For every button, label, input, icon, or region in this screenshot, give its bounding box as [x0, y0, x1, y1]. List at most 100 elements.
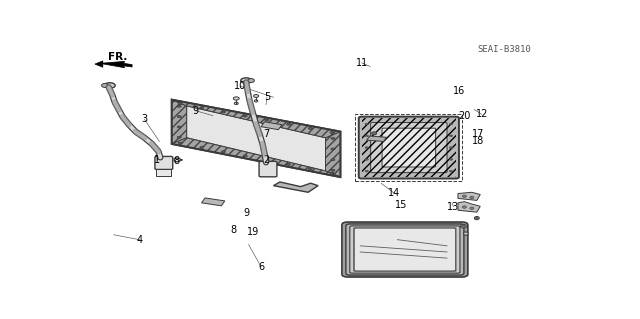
- Text: 12: 12: [476, 109, 488, 119]
- Ellipse shape: [476, 217, 478, 219]
- Ellipse shape: [365, 123, 369, 125]
- Ellipse shape: [265, 119, 269, 121]
- Text: 14: 14: [388, 188, 400, 198]
- Text: 3: 3: [141, 114, 148, 124]
- Ellipse shape: [254, 100, 258, 102]
- Ellipse shape: [449, 123, 452, 125]
- Polygon shape: [100, 61, 132, 68]
- Polygon shape: [202, 198, 225, 206]
- Text: 4: 4: [136, 235, 143, 245]
- FancyBboxPatch shape: [359, 117, 459, 179]
- Text: 7: 7: [263, 129, 269, 139]
- FancyBboxPatch shape: [259, 161, 277, 177]
- Ellipse shape: [331, 169, 335, 171]
- FancyBboxPatch shape: [350, 226, 460, 273]
- Ellipse shape: [365, 159, 369, 160]
- Text: 9: 9: [193, 106, 198, 116]
- Ellipse shape: [470, 196, 474, 199]
- Ellipse shape: [234, 102, 238, 105]
- Text: 20: 20: [459, 111, 471, 121]
- Polygon shape: [187, 106, 326, 171]
- Text: 9: 9: [243, 208, 249, 218]
- Ellipse shape: [463, 232, 468, 235]
- Text: 1: 1: [154, 155, 160, 165]
- Ellipse shape: [330, 131, 334, 133]
- Ellipse shape: [308, 127, 312, 130]
- Ellipse shape: [243, 115, 247, 117]
- Ellipse shape: [248, 78, 254, 83]
- Ellipse shape: [177, 116, 181, 118]
- Ellipse shape: [373, 133, 376, 134]
- Ellipse shape: [178, 142, 182, 144]
- Ellipse shape: [331, 148, 335, 150]
- Ellipse shape: [178, 103, 182, 105]
- Ellipse shape: [449, 135, 452, 137]
- Text: 8: 8: [173, 156, 180, 166]
- Ellipse shape: [372, 132, 376, 135]
- Polygon shape: [458, 192, 480, 200]
- Text: 17: 17: [472, 129, 484, 139]
- Ellipse shape: [233, 97, 239, 100]
- Text: 16: 16: [453, 86, 465, 96]
- Ellipse shape: [104, 83, 115, 88]
- FancyBboxPatch shape: [346, 224, 464, 275]
- FancyBboxPatch shape: [354, 228, 456, 271]
- Text: 11: 11: [356, 58, 368, 68]
- Ellipse shape: [221, 151, 225, 152]
- Text: 15: 15: [396, 200, 408, 210]
- Polygon shape: [95, 61, 103, 67]
- Ellipse shape: [474, 217, 479, 220]
- Ellipse shape: [287, 123, 291, 125]
- Ellipse shape: [200, 107, 204, 109]
- Ellipse shape: [463, 195, 467, 197]
- Polygon shape: [367, 136, 387, 141]
- Ellipse shape: [331, 137, 335, 139]
- Ellipse shape: [331, 159, 335, 161]
- Text: 8: 8: [230, 225, 237, 235]
- Ellipse shape: [330, 172, 334, 174]
- Polygon shape: [172, 100, 187, 144]
- Ellipse shape: [287, 163, 291, 166]
- Ellipse shape: [253, 94, 259, 98]
- Polygon shape: [458, 202, 480, 212]
- Polygon shape: [326, 132, 340, 177]
- Ellipse shape: [243, 155, 247, 157]
- Ellipse shape: [461, 225, 465, 227]
- Ellipse shape: [365, 147, 369, 148]
- Ellipse shape: [449, 147, 452, 148]
- Text: 10: 10: [234, 81, 246, 91]
- Text: SEAI-B3810: SEAI-B3810: [477, 45, 531, 54]
- Ellipse shape: [365, 135, 369, 137]
- Ellipse shape: [177, 105, 181, 107]
- Text: FR.: FR.: [108, 52, 127, 62]
- Ellipse shape: [470, 207, 474, 210]
- Text: 5: 5: [264, 92, 270, 102]
- Ellipse shape: [241, 78, 252, 83]
- Ellipse shape: [463, 206, 467, 208]
- Polygon shape: [172, 138, 340, 177]
- Polygon shape: [156, 169, 171, 176]
- Polygon shape: [273, 182, 318, 192]
- FancyBboxPatch shape: [355, 228, 456, 271]
- Ellipse shape: [200, 146, 204, 148]
- Text: 19: 19: [247, 227, 259, 237]
- Ellipse shape: [449, 170, 452, 172]
- Ellipse shape: [365, 170, 369, 172]
- FancyBboxPatch shape: [342, 222, 468, 277]
- Ellipse shape: [177, 126, 181, 128]
- Text: 18: 18: [472, 137, 484, 146]
- Text: 2: 2: [263, 155, 269, 165]
- FancyBboxPatch shape: [155, 156, 173, 169]
- Ellipse shape: [265, 159, 269, 161]
- Ellipse shape: [460, 224, 467, 228]
- Ellipse shape: [221, 111, 225, 113]
- Polygon shape: [172, 100, 340, 138]
- Ellipse shape: [449, 159, 452, 160]
- Text: 13: 13: [447, 202, 460, 211]
- Polygon shape: [261, 122, 282, 130]
- Text: 6: 6: [258, 262, 264, 272]
- Polygon shape: [172, 100, 340, 177]
- Ellipse shape: [102, 84, 108, 87]
- Ellipse shape: [177, 136, 181, 138]
- FancyBboxPatch shape: [382, 128, 436, 167]
